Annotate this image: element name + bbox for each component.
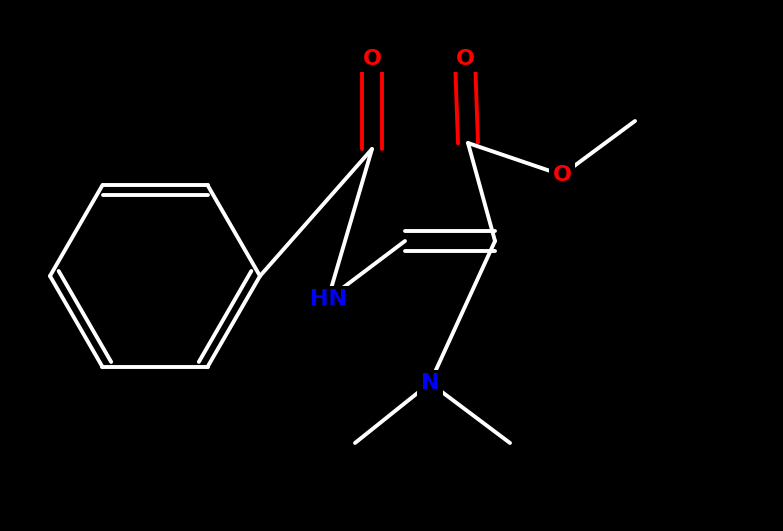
Text: O: O — [456, 49, 474, 69]
Text: O: O — [363, 49, 381, 69]
Text: HN: HN — [309, 289, 347, 309]
Text: O: O — [553, 165, 572, 185]
Text: N: N — [420, 373, 439, 393]
